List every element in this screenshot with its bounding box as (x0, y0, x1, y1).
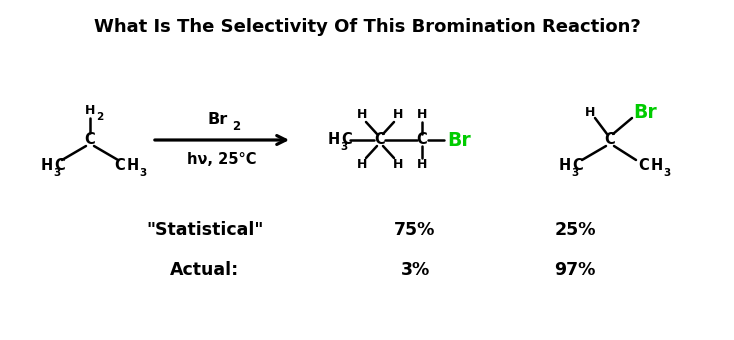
Text: 3%: 3% (400, 261, 429, 279)
Text: Br: Br (208, 113, 228, 128)
Text: What Is The Selectivity Of This Bromination Reaction?: What Is The Selectivity Of This Brominat… (94, 18, 640, 36)
Text: 3: 3 (571, 168, 578, 178)
Text: Br: Br (633, 102, 657, 121)
Text: C: C (54, 158, 65, 173)
Text: 3: 3 (53, 168, 60, 178)
Text: H: H (328, 133, 340, 148)
Text: 3: 3 (139, 168, 146, 178)
Text: C: C (84, 133, 95, 148)
Text: H: H (393, 158, 403, 171)
Text: H: H (417, 108, 427, 121)
Text: 3: 3 (340, 142, 347, 152)
Text: C: C (115, 158, 126, 173)
Text: H: H (417, 158, 427, 171)
Text: C: C (605, 133, 615, 148)
Text: H: H (651, 158, 663, 173)
Text: H: H (559, 158, 571, 173)
Text: C: C (573, 158, 584, 173)
Text: 3: 3 (663, 168, 670, 178)
Text: hν, 25°C: hν, 25°C (187, 153, 257, 168)
Text: H: H (357, 108, 367, 121)
Text: "Statistical": "Statistical" (146, 221, 264, 239)
Text: C: C (639, 158, 650, 173)
Text: H: H (127, 158, 139, 173)
Text: H: H (41, 158, 53, 173)
Text: Br: Br (447, 131, 471, 150)
Text: H: H (585, 105, 595, 119)
Text: C: C (374, 133, 385, 148)
Text: 75%: 75% (394, 221, 436, 239)
Text: H: H (357, 158, 367, 171)
Text: 97%: 97% (554, 261, 596, 279)
Text: Actual:: Actual: (170, 261, 239, 279)
Text: H: H (393, 108, 403, 121)
Text: C: C (341, 133, 352, 148)
Text: C: C (417, 133, 427, 148)
Text: 2: 2 (96, 112, 103, 122)
Text: 2: 2 (232, 120, 240, 134)
Text: H: H (85, 103, 95, 117)
Text: 25%: 25% (554, 221, 596, 239)
